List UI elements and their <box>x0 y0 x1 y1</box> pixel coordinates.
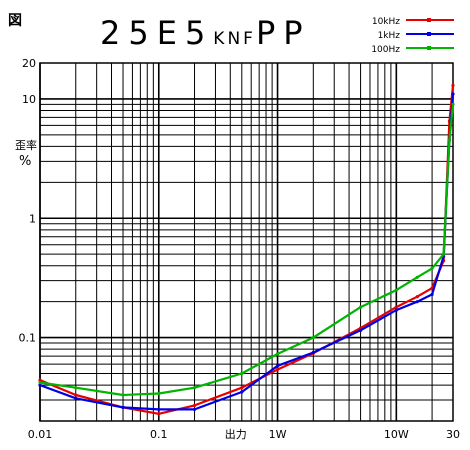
x-tick-label: 0.01 <box>28 428 53 441</box>
y-tick-label: 20 <box>22 57 36 70</box>
data-point <box>311 335 315 340</box>
x-tick-label: 30 <box>446 428 460 441</box>
data-point <box>192 386 197 390</box>
data-point <box>38 380 42 385</box>
y-axis-unit: % <box>19 154 32 169</box>
data-point <box>394 308 398 312</box>
data-point <box>74 396 78 400</box>
title-sub: KNF <box>213 29 256 49</box>
title-end: PP <box>255 14 311 52</box>
grid <box>39 62 454 422</box>
chart-title: 25E5KNFPP <box>100 14 311 52</box>
x-tick-label: 10W <box>384 428 409 441</box>
data-point <box>74 393 78 397</box>
data-point <box>157 412 161 416</box>
x-axis-label: 出力 <box>225 427 247 441</box>
data-point <box>192 403 197 408</box>
legend-label: 10kHz <box>372 17 400 27</box>
tick-labels: 20 10 1 0.1 0.01 0.1 1W 10W 30 出力 <box>19 57 461 441</box>
y-tick-label: 10 <box>22 93 36 106</box>
data-point <box>394 288 398 292</box>
data-point <box>415 295 419 299</box>
legend-label: 100Hz <box>371 45 400 55</box>
x-tick-label: 1W <box>269 428 287 441</box>
data-point <box>275 352 280 356</box>
y-tick-label: 0.1 <box>19 332 37 345</box>
plot-frame <box>39 62 454 422</box>
data-point <box>451 83 455 87</box>
x-tick-label: 0.1 <box>150 428 168 441</box>
data-point <box>275 364 280 368</box>
data-point <box>358 328 363 332</box>
title-main: 25E5 <box>100 14 214 52</box>
y-axis-label: 歪率 <box>15 139 37 152</box>
data-point <box>447 138 452 142</box>
data-point <box>441 252 446 256</box>
data-point <box>451 102 455 106</box>
series-lines <box>38 83 455 416</box>
data-point <box>74 386 78 390</box>
data-point <box>430 266 434 271</box>
legend-marker <box>427 46 431 50</box>
data-point <box>311 350 315 355</box>
data-point <box>38 383 42 387</box>
data-point <box>415 275 419 279</box>
data-point <box>430 292 434 297</box>
y-tick-label: 1 <box>29 212 36 225</box>
data-point <box>240 390 244 394</box>
data-point <box>240 371 244 376</box>
legend-marker <box>427 32 431 36</box>
data-point <box>121 405 125 410</box>
data-point <box>240 386 244 390</box>
data-point <box>157 407 161 412</box>
figure-label: 図 <box>8 13 22 29</box>
data-point <box>192 407 197 412</box>
data-point <box>451 92 455 96</box>
data-point <box>394 305 398 309</box>
data-point <box>415 300 419 304</box>
legend: 10kHz 1kHz 100Hz <box>371 17 454 55</box>
legend-marker <box>427 18 431 22</box>
data-point <box>358 305 363 309</box>
data-point <box>38 378 42 382</box>
data-point <box>121 393 125 397</box>
data-point <box>157 391 161 396</box>
legend-label: 1kHz <box>378 31 401 41</box>
data-point <box>275 367 280 372</box>
